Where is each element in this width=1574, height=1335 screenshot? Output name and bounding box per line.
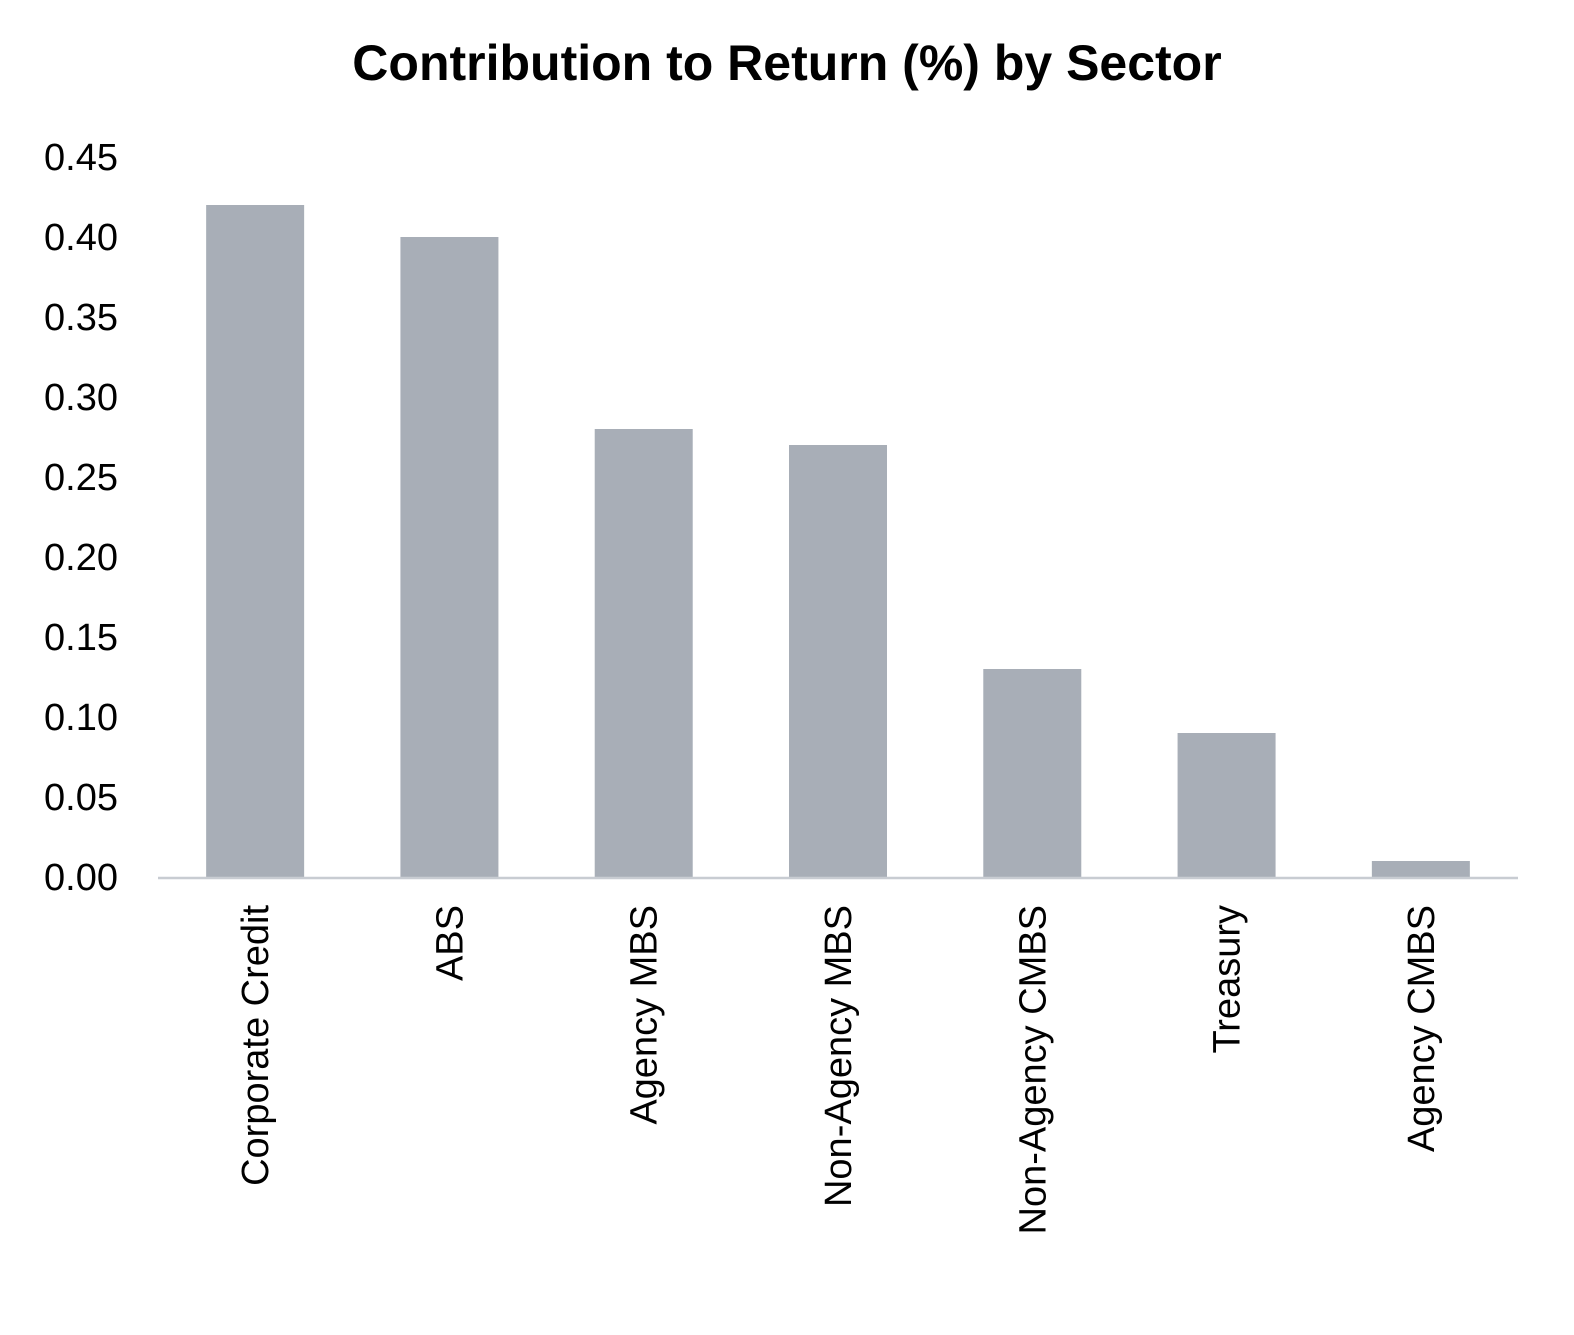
x-category-label: Non-Agency MBS [818,905,860,1207]
y-tick-label: 0.00 [44,857,118,899]
bar [206,205,305,877]
y-tick-label: 0.10 [44,697,118,739]
y-tick-label: 0.15 [44,617,118,659]
bar [789,445,887,877]
x-category-label: Treasury [1207,905,1249,1054]
bar [1371,861,1470,877]
y-tick-label: 0.25 [44,457,118,499]
y-tick-label: 0.45 [44,137,118,179]
y-tick-label: 0.20 [44,537,118,579]
y-tick-label: 0.05 [44,777,118,819]
chart-title: Contribution to Return (%) by Sector [352,35,1222,91]
bar [400,237,499,877]
bar [983,669,1082,877]
y-tick-label: 0.35 [44,297,118,339]
x-category-label: Corporate Credit [235,905,277,1186]
y-tick-label: 0.40 [44,217,118,259]
x-category-label: Agency CMBS [1401,905,1443,1152]
x-category-label: Agency MBS [624,905,666,1125]
x-category-label: Non-Agency CMBS [1012,905,1054,1234]
y-tick-label: 0.30 [44,377,118,419]
bar [1177,733,1276,877]
bar [594,429,693,877]
x-category-label: ABS [429,905,471,981]
